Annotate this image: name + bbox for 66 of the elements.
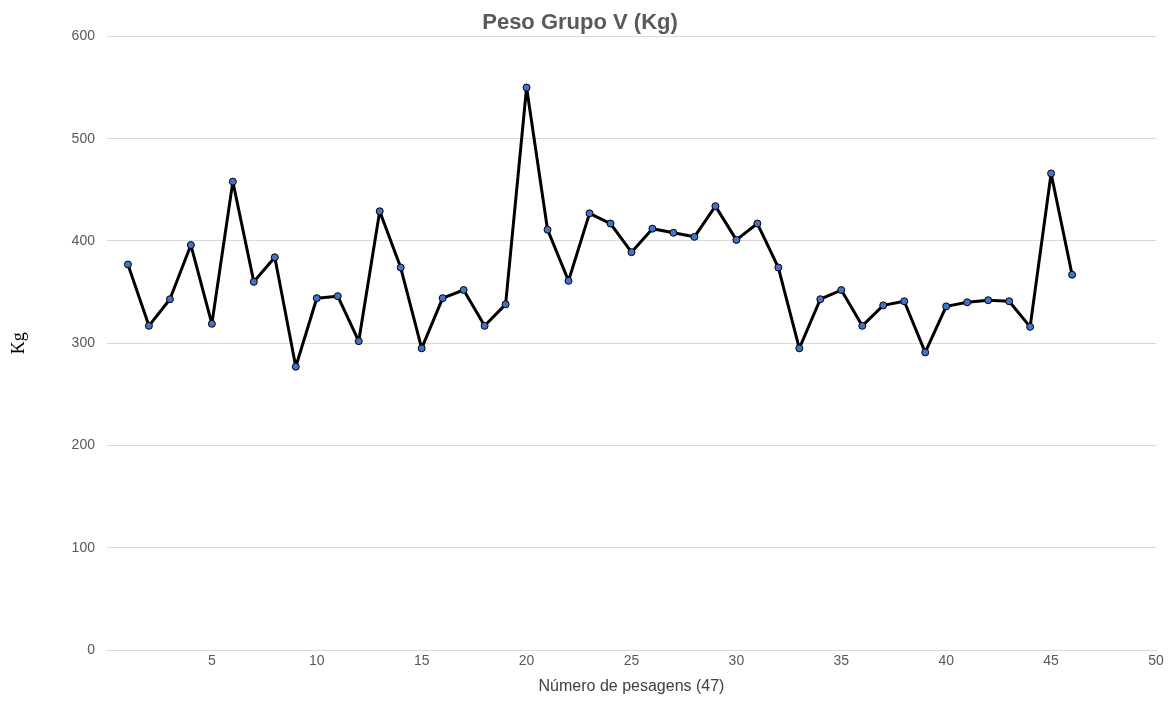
point — [795, 344, 804, 353]
point — [711, 202, 720, 211]
x-tick-label: 10 — [308, 652, 325, 669]
point — [1047, 169, 1056, 178]
point — [438, 294, 447, 303]
x-tick-label: 50 — [1148, 652, 1164, 669]
point — [648, 224, 657, 233]
point — [312, 294, 321, 303]
y-tick-label: 100 — [71, 538, 96, 555]
point — [690, 232, 699, 241]
point — [186, 241, 195, 250]
y-tick-label: 200 — [71, 436, 96, 453]
x-tick-label: 20 — [518, 652, 535, 669]
x-tick-label: 45 — [1043, 652, 1060, 669]
point — [774, 263, 783, 272]
x-tick-label: 5 — [207, 652, 216, 669]
x-tick-label: 30 — [728, 652, 745, 669]
x-tick-label: 35 — [833, 652, 850, 669]
point — [249, 277, 258, 286]
point — [1005, 297, 1014, 306]
x-tick-label: 15 — [413, 652, 430, 669]
point — [669, 228, 678, 237]
point — [921, 348, 930, 357]
point — [1068, 270, 1077, 279]
y-tick-label: 600 — [71, 27, 96, 44]
x-axis-title: Número de pesagens (47) — [538, 676, 725, 694]
point — [459, 286, 468, 295]
point — [480, 321, 489, 330]
point — [963, 298, 972, 307]
point — [543, 225, 552, 234]
point — [816, 295, 825, 304]
point — [984, 296, 993, 305]
point — [606, 219, 615, 228]
point — [732, 235, 741, 244]
point — [942, 302, 951, 311]
point — [858, 321, 867, 330]
point — [753, 219, 762, 228]
y-tick-label: 400 — [71, 231, 96, 248]
point — [837, 286, 846, 295]
point — [207, 319, 216, 328]
point — [879, 301, 888, 310]
point — [900, 297, 909, 306]
point — [123, 260, 132, 269]
point — [564, 276, 573, 285]
point — [333, 292, 342, 301]
chart-title: Peso Grupo V (Kg) — [482, 9, 678, 35]
point — [354, 337, 363, 346]
y-tick-label: 300 — [71, 334, 96, 351]
point — [585, 209, 594, 218]
point — [228, 177, 237, 186]
y-axis-title: Kg — [7, 332, 28, 355]
point — [144, 321, 153, 330]
point — [375, 207, 384, 216]
point — [627, 248, 636, 257]
point — [291, 362, 300, 371]
point — [1026, 322, 1035, 331]
point — [501, 300, 510, 309]
x-tick-label: 25 — [623, 652, 640, 669]
point — [270, 253, 279, 262]
point — [417, 344, 426, 353]
y-tick-label: 500 — [71, 129, 96, 146]
y-tick-label: 0 — [87, 640, 96, 657]
point — [396, 263, 405, 272]
point — [165, 295, 174, 304]
x-tick-label: 40 — [938, 652, 955, 669]
point — [522, 83, 531, 92]
